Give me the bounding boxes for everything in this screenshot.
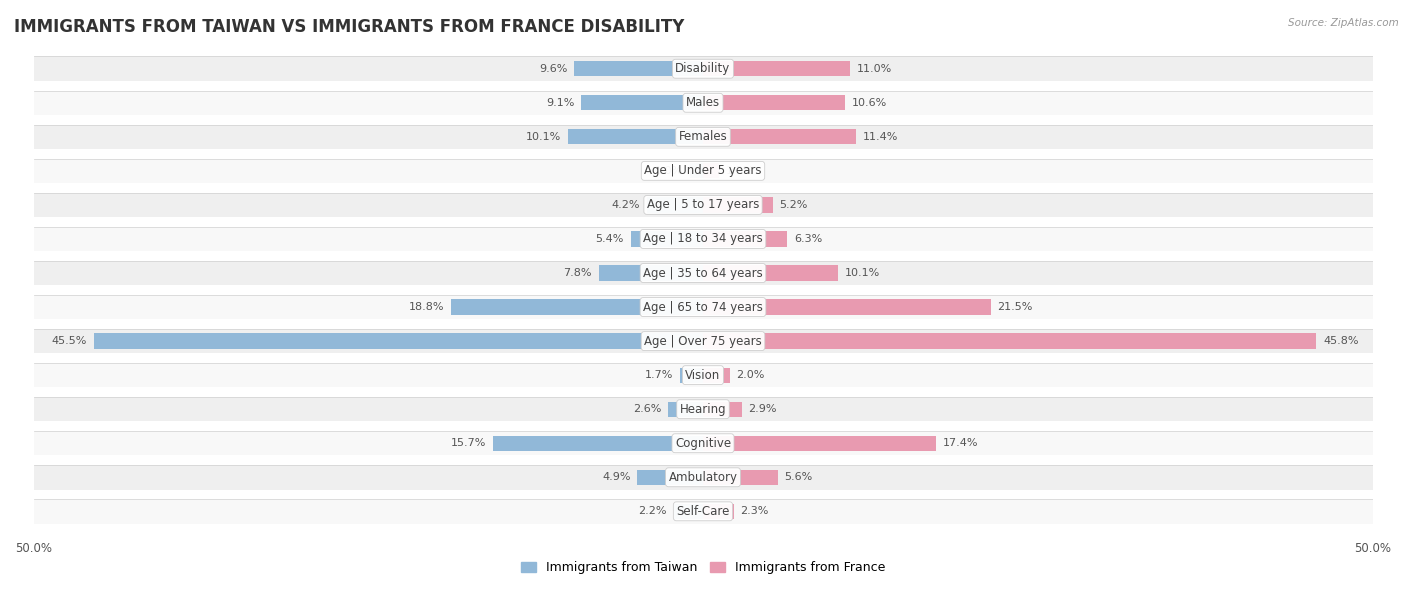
Text: 15.7%: 15.7% <box>451 438 486 448</box>
Text: Self-Care: Self-Care <box>676 505 730 518</box>
Bar <box>581 95 703 110</box>
Bar <box>703 504 734 519</box>
Bar <box>34 295 1372 319</box>
Text: 7.8%: 7.8% <box>564 268 592 278</box>
Bar <box>703 231 787 247</box>
Text: 5.6%: 5.6% <box>785 472 813 482</box>
Text: 17.4%: 17.4% <box>942 438 979 448</box>
Bar <box>451 299 703 315</box>
Text: 6.3%: 6.3% <box>794 234 823 244</box>
Bar <box>34 56 1372 81</box>
Text: 5.4%: 5.4% <box>596 234 624 244</box>
Text: 2.3%: 2.3% <box>741 506 769 517</box>
Bar <box>94 334 703 349</box>
Text: 1.0%: 1.0% <box>655 166 683 176</box>
Text: 10.1%: 10.1% <box>526 132 561 142</box>
Bar <box>568 129 703 144</box>
Text: Males: Males <box>686 96 720 110</box>
Text: 45.8%: 45.8% <box>1323 336 1358 346</box>
Text: 9.6%: 9.6% <box>540 64 568 73</box>
Text: IMMIGRANTS FROM TAIWAN VS IMMIGRANTS FROM FRANCE DISABILITY: IMMIGRANTS FROM TAIWAN VS IMMIGRANTS FRO… <box>14 18 685 36</box>
Text: Age | 5 to 17 years: Age | 5 to 17 years <box>647 198 759 211</box>
Bar <box>575 61 703 76</box>
Text: 50.0%: 50.0% <box>1354 542 1391 555</box>
Bar <box>689 163 703 179</box>
Text: 21.5%: 21.5% <box>998 302 1033 312</box>
Bar <box>703 334 1316 349</box>
Bar <box>703 436 936 451</box>
Bar <box>34 397 1372 422</box>
Text: 18.8%: 18.8% <box>409 302 444 312</box>
Text: Age | 18 to 34 years: Age | 18 to 34 years <box>643 233 763 245</box>
Text: Females: Females <box>679 130 727 143</box>
Bar <box>637 469 703 485</box>
Text: 2.0%: 2.0% <box>737 370 765 380</box>
Bar <box>34 499 1372 524</box>
Bar <box>703 163 718 179</box>
Text: 11.4%: 11.4% <box>862 132 897 142</box>
Bar <box>34 329 1372 353</box>
Bar <box>34 363 1372 387</box>
Bar <box>673 504 703 519</box>
Text: Hearing: Hearing <box>679 403 727 416</box>
Text: Source: ZipAtlas.com: Source: ZipAtlas.com <box>1288 18 1399 28</box>
Bar <box>703 266 838 281</box>
Text: 2.6%: 2.6% <box>633 404 661 414</box>
Text: 4.2%: 4.2% <box>612 200 640 210</box>
Text: 4.9%: 4.9% <box>602 472 631 482</box>
Bar <box>631 231 703 247</box>
Text: 5.2%: 5.2% <box>779 200 807 210</box>
Text: 11.0%: 11.0% <box>858 64 893 73</box>
Bar <box>681 368 703 382</box>
Text: 1.2%: 1.2% <box>725 166 754 176</box>
Bar <box>34 226 1372 251</box>
Bar <box>34 431 1372 455</box>
Text: 2.2%: 2.2% <box>638 506 666 517</box>
Text: Age | 65 to 74 years: Age | 65 to 74 years <box>643 300 763 313</box>
Text: 10.1%: 10.1% <box>845 268 880 278</box>
Bar <box>703 368 730 382</box>
Text: Age | Over 75 years: Age | Over 75 years <box>644 335 762 348</box>
Legend: Immigrants from Taiwan, Immigrants from France: Immigrants from Taiwan, Immigrants from … <box>516 556 890 580</box>
Bar <box>703 61 851 76</box>
Bar <box>703 129 856 144</box>
Bar <box>34 91 1372 115</box>
Bar <box>703 299 991 315</box>
Bar <box>492 436 703 451</box>
Text: Cognitive: Cognitive <box>675 437 731 450</box>
Bar <box>703 401 742 417</box>
Bar <box>34 125 1372 149</box>
Bar <box>599 266 703 281</box>
Bar <box>668 401 703 417</box>
Text: 1.7%: 1.7% <box>645 370 673 380</box>
Bar <box>34 193 1372 217</box>
Bar <box>703 469 778 485</box>
Bar <box>34 465 1372 490</box>
Bar <box>34 261 1372 285</box>
Text: Disability: Disability <box>675 62 731 75</box>
Bar <box>703 197 773 212</box>
Text: 9.1%: 9.1% <box>546 98 575 108</box>
Text: 50.0%: 50.0% <box>15 542 52 555</box>
Text: Ambulatory: Ambulatory <box>668 471 738 483</box>
Bar <box>647 197 703 212</box>
Text: Age | Under 5 years: Age | Under 5 years <box>644 165 762 177</box>
Bar <box>34 159 1372 183</box>
Text: 2.9%: 2.9% <box>748 404 778 414</box>
Text: 45.5%: 45.5% <box>52 336 87 346</box>
Text: Vision: Vision <box>685 368 721 382</box>
Text: 10.6%: 10.6% <box>852 98 887 108</box>
Bar <box>703 95 845 110</box>
Text: Age | 35 to 64 years: Age | 35 to 64 years <box>643 266 763 280</box>
